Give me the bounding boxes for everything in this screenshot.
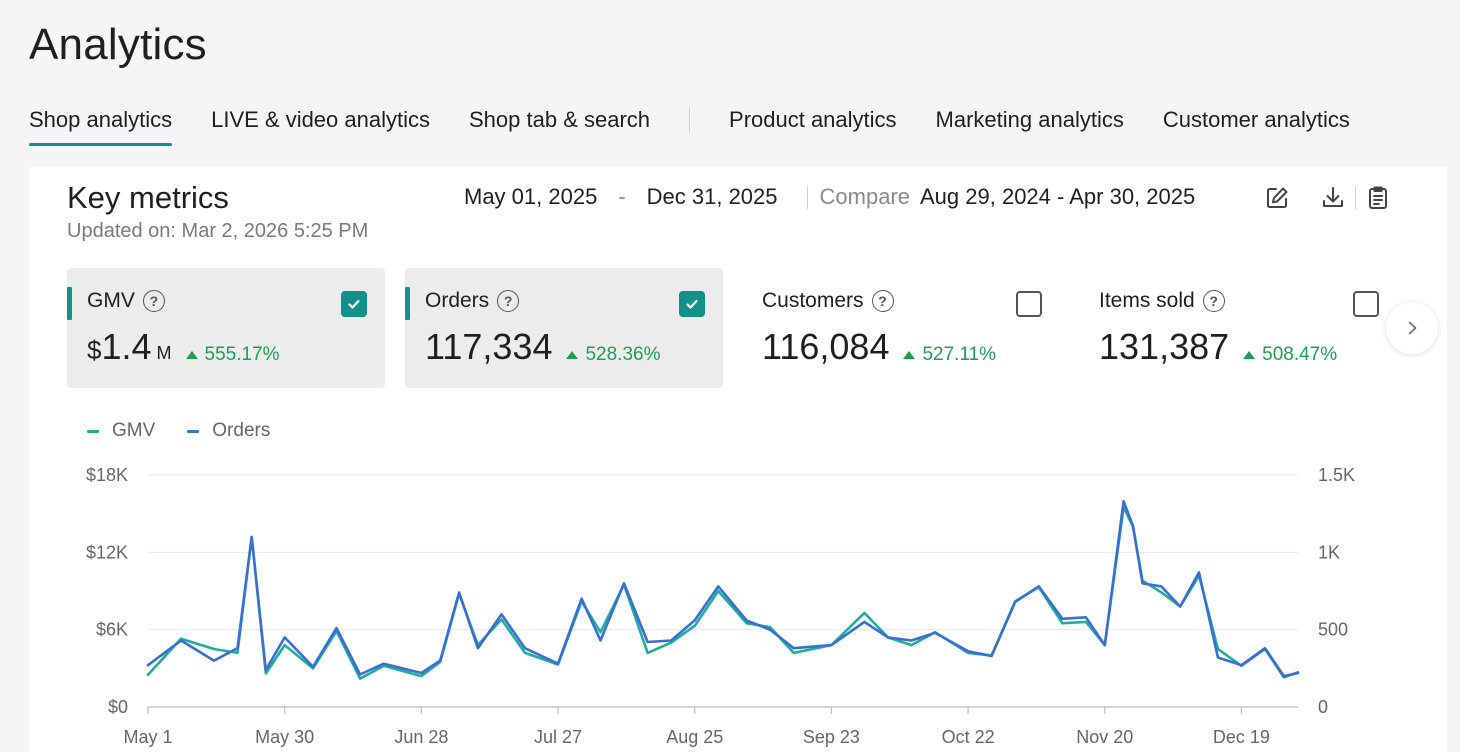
legend-item-gmv[interactable]: GMV xyxy=(87,420,155,442)
series-line-orders xyxy=(146,499,1300,678)
metric-card-orders[interactable]: Orders ? 117,334 528.36% xyxy=(405,268,723,388)
metric-number: 131,387 xyxy=(1099,326,1230,367)
x-tick-label: Sep 23 xyxy=(803,727,860,747)
compare-label: Compare xyxy=(819,184,910,209)
metric-value: 131,387 508.47% xyxy=(1099,326,1337,368)
date-separator: - xyxy=(618,184,626,209)
metric-currency: $ xyxy=(87,335,102,365)
legend-swatch xyxy=(187,429,200,433)
x-tick-label: Jun 28 xyxy=(394,727,448,747)
y-left-tick-label: $0 xyxy=(108,697,128,717)
up-arrow-icon xyxy=(566,351,579,359)
metric-value: 116,084 527.11% xyxy=(762,326,996,368)
metric-change: 527.11% xyxy=(903,344,996,366)
date-range[interactable]: May 01, 2025 - Dec 31, 2025 Compare Aug … xyxy=(464,184,1195,210)
metric-card-gmv[interactable]: GMV ? $ 1.4 M 555.17% xyxy=(67,268,385,388)
tab-live-video-analytics[interactable]: LIVE & video analytics xyxy=(211,107,430,132)
chart-legend: GMV Orders xyxy=(87,420,302,442)
metric-label-text: Items sold xyxy=(1099,289,1195,312)
metric-accent-bar xyxy=(405,287,410,320)
metric-change: 528.36% xyxy=(566,344,660,366)
metric-checkbox[interactable] xyxy=(1016,291,1042,317)
date-start[interactable]: May 01, 2025 xyxy=(464,184,598,209)
download-icon[interactable] xyxy=(1318,183,1348,213)
y-left-tick-label: $18K xyxy=(86,465,128,485)
tab-product-analytics[interactable]: Product analytics xyxy=(729,107,897,132)
metric-checkbox[interactable] xyxy=(1353,291,1379,317)
metric-number: 116,084 xyxy=(762,326,890,367)
metric-change-value: 527.11% xyxy=(922,344,997,365)
metric-checkbox[interactable] xyxy=(679,291,705,317)
chevron-right-icon xyxy=(1408,321,1417,335)
tab-divider xyxy=(689,108,691,132)
metric-card-customers[interactable]: Customers ? 116,084 527.11% xyxy=(742,268,1060,388)
metric-label-text: GMV xyxy=(87,289,135,312)
metric-change-value: 555.17% xyxy=(204,344,280,365)
tab-customer-analytics[interactable]: Customer analytics xyxy=(1162,107,1350,132)
y-left-tick-label: $6K xyxy=(96,620,128,640)
metric-number: 1.4 xyxy=(101,326,152,367)
up-arrow-icon xyxy=(903,351,916,359)
metric-label-text: Customers xyxy=(762,289,864,312)
x-tick-label: Nov 20 xyxy=(1076,727,1133,747)
legend-label: GMV xyxy=(112,420,156,441)
y-right-tick-label: 1K xyxy=(1318,542,1340,562)
next-metrics-button[interactable] xyxy=(1386,302,1438,354)
metric-change-value: 508.47% xyxy=(1262,344,1338,365)
y-right-tick-label: 0 xyxy=(1318,697,1328,717)
help-icon[interactable]: ? xyxy=(871,290,894,312)
help-icon[interactable]: ? xyxy=(497,290,520,312)
compare-divider xyxy=(806,185,808,209)
up-arrow-icon xyxy=(1243,351,1256,359)
metric-accent-bar xyxy=(67,287,72,320)
page-title: Analytics xyxy=(29,20,207,69)
metric-label: Orders ? xyxy=(425,289,520,313)
y-right-tick-label: 500 xyxy=(1318,620,1348,640)
card-actions xyxy=(1262,183,1393,213)
metric-change: 508.47% xyxy=(1243,344,1337,366)
metric-label: Customers ? xyxy=(762,289,894,313)
icon-divider xyxy=(1355,187,1356,209)
key-metrics-title: Key metrics xyxy=(67,180,229,215)
key-metrics-card: Key metrics Updated on: Mar 2, 2026 5:25… xyxy=(29,167,1447,752)
metric-value: $ 1.4 M 555.17% xyxy=(87,326,280,368)
x-tick-label: May 30 xyxy=(255,727,314,747)
metric-change: 555.17% xyxy=(185,344,280,366)
y-right-tick-label: 1.5K xyxy=(1318,465,1355,485)
metric-value: 117,334 528.36% xyxy=(425,326,660,368)
tab-shop-tab-search[interactable]: Shop tab & search xyxy=(469,107,651,132)
tab-shop-analytics[interactable]: Shop analytics xyxy=(29,104,173,146)
metric-label: GMV ? xyxy=(87,289,165,313)
checkmark-icon xyxy=(348,299,360,309)
x-tick-label: Aug 25 xyxy=(666,727,723,747)
metric-label: Items sold ? xyxy=(1099,289,1225,313)
metric-number: 117,334 xyxy=(425,326,553,367)
analytics-tabs: Shop analytics LIVE & video analytics Sh… xyxy=(29,104,1389,146)
edit-icon[interactable] xyxy=(1262,183,1292,213)
y-left-tick-label: $12K xyxy=(86,542,128,562)
x-tick-label: Dec 19 xyxy=(1213,727,1270,747)
metric-label-text: Orders xyxy=(425,289,490,312)
help-icon[interactable]: ? xyxy=(142,290,165,312)
x-tick-label: Oct 22 xyxy=(942,727,995,747)
metric-suffix: M xyxy=(156,343,172,363)
legend-label: Orders xyxy=(212,420,271,441)
report-icon[interactable] xyxy=(1363,183,1393,213)
tab-marketing-analytics[interactable]: Marketing analytics xyxy=(935,107,1124,132)
updated-timestamp: Updated on: Mar 2, 2026 5:25 PM xyxy=(67,220,369,242)
x-tick-label: May 1 xyxy=(123,727,172,747)
legend-item-orders[interactable]: Orders xyxy=(187,420,270,442)
date-end[interactable]: Dec 31, 2025 xyxy=(646,184,778,209)
metric-checkbox[interactable] xyxy=(341,291,367,317)
help-icon[interactable]: ? xyxy=(1202,290,1225,312)
up-arrow-icon xyxy=(185,351,198,359)
checkmark-icon xyxy=(686,299,698,309)
x-tick-label: Jul 27 xyxy=(534,727,582,747)
metric-change-value: 528.36% xyxy=(585,344,661,365)
metric-card-items-sold[interactable]: Items sold ? 131,387 508.47% xyxy=(1079,268,1379,388)
legend-swatch xyxy=(87,429,99,433)
compare-range[interactable]: Aug 29, 2024 - Apr 30, 2025 xyxy=(920,184,1196,209)
